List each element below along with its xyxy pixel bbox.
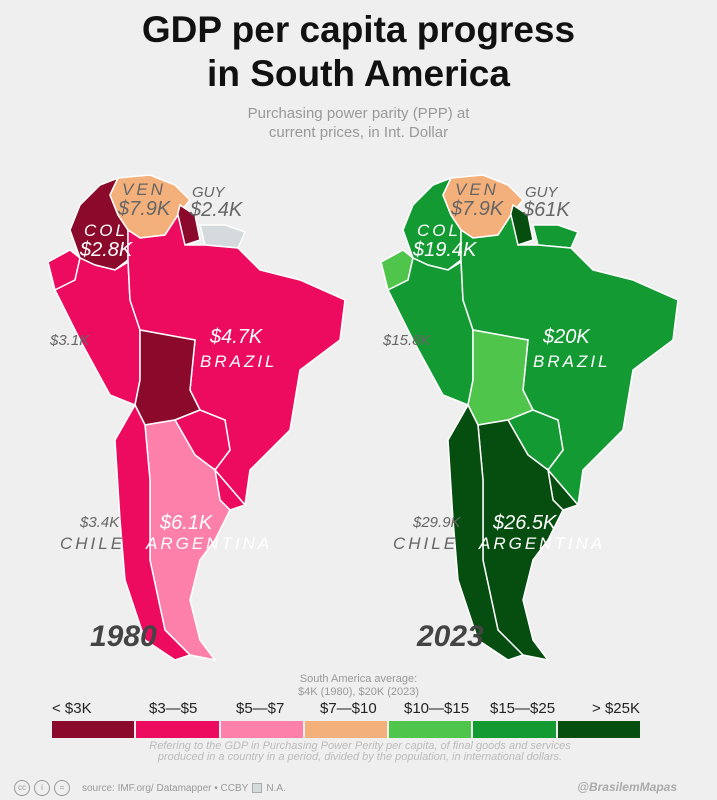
year-label: 2023 [417, 620, 484, 653]
legend-label: < $3K [52, 700, 92, 717]
peru-value-label: $15.8K [383, 332, 431, 349]
legend-label: $7—$10 [320, 700, 377, 717]
country-chl [114, 403, 192, 661]
legend-swatch [473, 721, 556, 738]
legend-label: $3—$5 [149, 700, 198, 717]
peru-value-label: $3.1K [50, 332, 90, 349]
argentina-name-label: ARGENTINA [479, 534, 606, 553]
subtitle-line: Purchasing power parity (PPP) at [247, 105, 470, 122]
title-line: GDP per capita progress [141, 9, 576, 50]
country-bol [134, 329, 202, 426]
chile-name-label: CHILE [60, 534, 126, 553]
maps [47, 174, 679, 662]
average-line: South America average: [299, 673, 418, 685]
argentina-value-label: $26.5K [493, 512, 557, 534]
guy-name-label: GUY [525, 184, 558, 201]
chile-value-label: $29.9K [413, 514, 461, 531]
chile-value-label: $3.4K [80, 514, 120, 531]
col-value-label: $2.8K [80, 239, 133, 261]
guy-name-label: GUY [192, 184, 225, 201]
legend-swatch [304, 721, 388, 738]
ven-value-label: $7.9K [451, 198, 504, 220]
map-2023 [380, 174, 679, 662]
guy-value-label: $61K [523, 199, 570, 221]
legend-label: > $25K [592, 700, 640, 717]
legend-bar [52, 721, 640, 738]
footer: cc i = source: IMF.org/ Datamapper • CCB… [14, 780, 286, 796]
col-name-label: COL [84, 221, 128, 240]
year-label: 1980 [90, 620, 157, 653]
legend-label: $5—$7 [236, 700, 285, 717]
definition-note: Refering to the GDP in Purchasing Power … [149, 740, 571, 763]
col-name-label: COL [417, 221, 461, 240]
map-1980 [47, 174, 346, 662]
legend-swatch [389, 721, 472, 738]
legend: < $3K $3—$5 $5—$7 $7—$10 $10—$15 $15—$25 > $25… [52, 700, 640, 738]
legend-labels: < $3K $3—$5 $5—$7 $7—$10 $10—$15 $15—$25 > $25… [52, 700, 640, 720]
by-icon: i [34, 780, 50, 796]
legend-swatch [52, 721, 135, 738]
guy-value-label: $2.4K [190, 199, 243, 221]
legend-label: $10—$15 [404, 700, 470, 717]
country-sur [532, 224, 580, 249]
legend-swatch [136, 721, 219, 738]
brazil-value-label: $4.7K [210, 326, 263, 348]
brazil-value-label: $20K [543, 326, 590, 348]
legend-label: $15—$25 [490, 700, 556, 717]
brazil-name-label: BRAZIL [533, 352, 611, 371]
legend-swatch [220, 721, 303, 738]
subtitle-line: current prices, in Int. Dollar [268, 124, 449, 141]
average-note: South America average: $4K (1980), $20K (… [0, 673, 717, 699]
subtitle: Purchasing power parity (PPP) at current … [0, 104, 717, 142]
country-sur [199, 224, 247, 249]
country-bol [467, 329, 535, 426]
source-text: source: IMF.org/ Datamapper • CCBY [82, 782, 249, 794]
col-value-label: $19.4K [413, 239, 477, 261]
ven-name-label: VEN [455, 180, 499, 199]
author-handle: @BrasilemMapas [577, 780, 677, 794]
page-title: GDP per capita progress in South America [0, 8, 717, 96]
chile-name-label: CHILE [393, 534, 459, 553]
ven-name-label: VEN [122, 180, 166, 199]
average-line: $4K (1980), $20K (2023) [297, 686, 420, 698]
country-chl [447, 403, 525, 661]
title-line: in South America [207, 53, 510, 94]
nd-icon: = [54, 780, 70, 796]
ven-value-label: $7.9K [118, 198, 171, 220]
cc-icon: cc [14, 780, 30, 796]
na-swatch [252, 783, 263, 793]
brazil-name-label: BRAZIL [200, 352, 278, 371]
na-label: N.A. [266, 782, 286, 794]
argentina-name-label: ARGENTINA [146, 534, 273, 553]
legend-swatch [557, 721, 640, 738]
argentina-value-label: $6.1K [160, 512, 213, 534]
